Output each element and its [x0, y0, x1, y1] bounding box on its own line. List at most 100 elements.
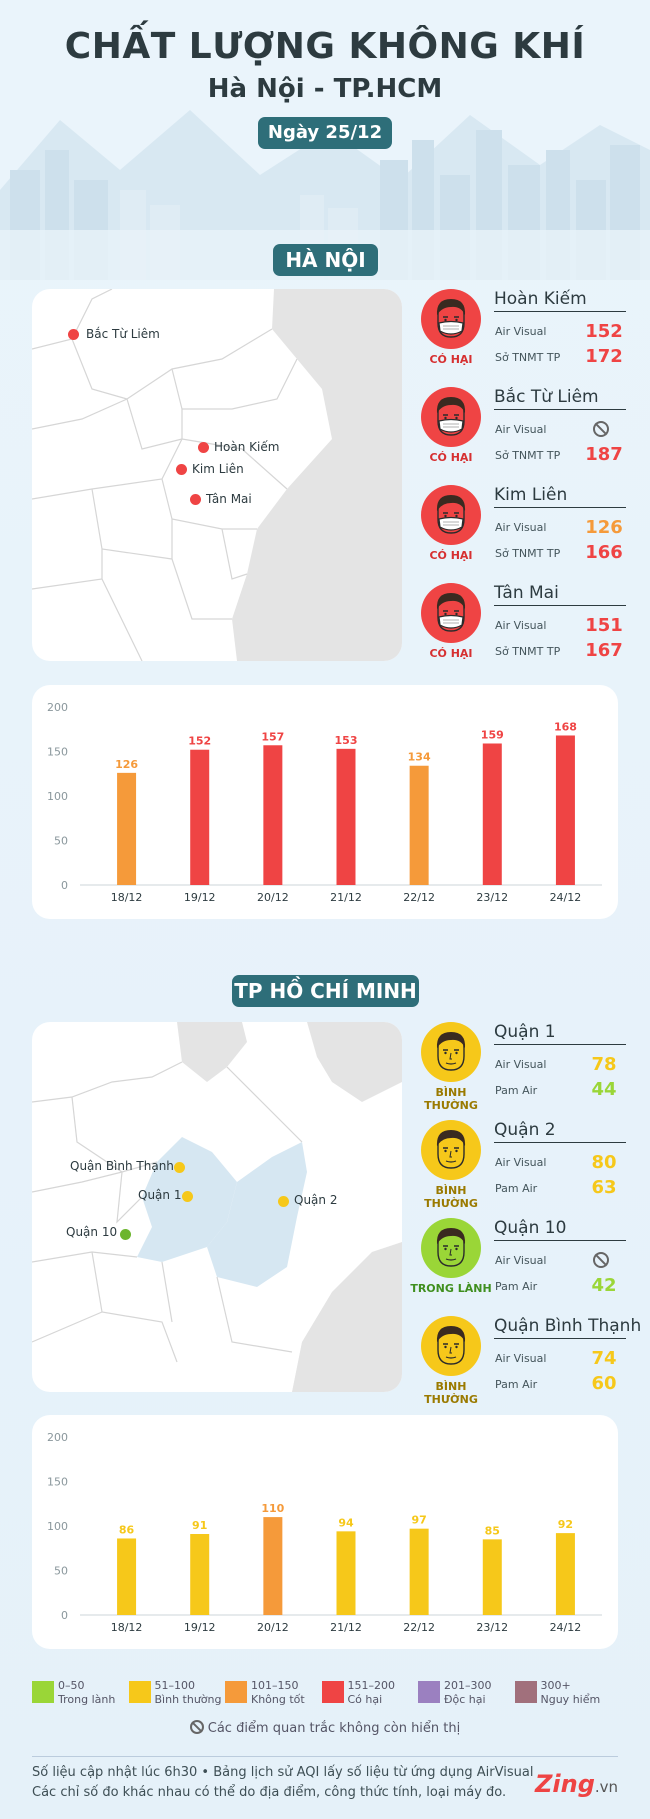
legend-swatch	[321, 1681, 344, 1703]
data-label: 97	[411, 1514, 426, 1527]
station-card: BÌNH THƯỜNG Quận Bình Thạnh Air Visual Pam …	[418, 1316, 641, 1412]
station-name: Bắc Từ Liêm	[494, 387, 626, 410]
brand-logo: Zing.vn	[535, 1770, 618, 1798]
footer-divider	[32, 1756, 618, 1757]
unhealthy-face-icon	[421, 289, 481, 349]
aqi-value: 187	[585, 444, 623, 465]
source-label: Air Visual	[495, 1156, 547, 1169]
x-tick-label: 18/12	[111, 891, 143, 904]
bar	[482, 743, 502, 885]
data-label: 159	[481, 728, 504, 741]
x-tick-label: 22/12	[403, 891, 435, 904]
map-label-tan-mai: Tân Mai	[206, 492, 252, 506]
map-marker[interactable]	[176, 464, 187, 475]
x-tick-label: 19/12	[184, 891, 216, 904]
x-tick-label: 22/12	[403, 1621, 435, 1634]
data-label: 92	[558, 1518, 573, 1531]
bar	[409, 765, 429, 885]
data-label: 157	[261, 730, 284, 743]
source-label: Sở TNMT TP	[495, 351, 561, 364]
bar	[336, 1531, 356, 1615]
data-label: 110	[261, 1502, 284, 1515]
aqi-value: 63	[591, 1177, 617, 1198]
map-marker[interactable]	[278, 1196, 289, 1207]
station-card: BÌNH THƯỜNG Quận 1 Air Visual Pam Air 78 44	[418, 1022, 628, 1118]
station-name: Quận 10	[494, 1218, 626, 1241]
data-label: 86	[119, 1523, 135, 1536]
hanoi-aqi-history-chart: 0 50 100 150 200 126 18/12 152 19/12 157 20/12 153 2…	[32, 685, 618, 919]
map-marker[interactable]	[68, 329, 79, 340]
brand-suffix: .vn	[594, 1778, 619, 1796]
map-label-kim-lien: Kim Liên	[192, 462, 244, 476]
map-marker[interactable]	[174, 1162, 185, 1173]
good-face-icon	[421, 1218, 481, 1278]
status-label: TRONG LÀNH	[410, 1282, 492, 1295]
status-label: CÓ HẠI	[429, 451, 473, 464]
y-tick-label: 200	[47, 1431, 68, 1444]
status-label: CÓ HẠI	[429, 549, 473, 562]
x-tick-label: 20/12	[257, 891, 289, 904]
footer-note-2: Các chỉ số đo khác nhau có thể do địa đi…	[32, 1785, 507, 1800]
aqi-value: 172	[585, 346, 623, 367]
data-label: 168	[554, 720, 577, 733]
x-tick-label: 24/12	[550, 1621, 582, 1634]
legend-note: Các điểm quan trắc không còn hiển thị	[0, 1720, 650, 1736]
moderate-face-icon	[421, 1316, 481, 1376]
aqi-value: 44	[591, 1079, 617, 1100]
source-label: Air Visual	[495, 1058, 547, 1071]
map-marker[interactable]	[120, 1229, 131, 1240]
source-label: Pam Air	[495, 1378, 538, 1391]
legend-name: Nguy hiểm	[540, 1693, 601, 1706]
bar	[409, 1528, 429, 1615]
hanoi-map-shapes	[32, 289, 402, 661]
data-label: 91	[192, 1519, 207, 1532]
y-tick-label: 100	[47, 1520, 68, 1533]
y-tick-label: 0	[61, 1609, 68, 1622]
x-tick-label: 20/12	[257, 1621, 289, 1634]
station-name: Kim Liên	[494, 485, 626, 508]
map-marker[interactable]	[182, 1191, 193, 1202]
station-card: BÌNH THƯỜNG Quận 2 Air Visual Pam Air 80 63	[418, 1120, 628, 1216]
source-label: Sở TNMT TP	[495, 547, 561, 560]
y-tick-label: 0	[61, 879, 68, 892]
source-label: Pam Air	[495, 1084, 538, 1097]
source-label: Sở TNMT TP	[495, 449, 561, 462]
not-available-icon	[593, 421, 609, 437]
map-label-quan-10: Quận 10	[66, 1225, 118, 1239]
y-tick-label: 50	[54, 1565, 68, 1578]
source-label: Air Visual	[495, 423, 547, 436]
bar	[190, 749, 210, 885]
legend-swatch	[32, 1681, 54, 1703]
unhealthy-face-icon	[421, 583, 481, 643]
source-label: Air Visual	[495, 619, 547, 632]
data-label: 153	[335, 734, 358, 747]
status-label: CÓ HẠI	[429, 647, 473, 660]
legend-range: 300+	[540, 1679, 571, 1692]
source-label: Air Visual	[495, 1254, 547, 1267]
map-marker[interactable]	[190, 494, 201, 505]
station-card: CÓ HẠI Bắc Từ Liêm Air Visual Sở TNMT TP 187	[418, 387, 628, 483]
unhealthy-face-icon	[421, 485, 481, 545]
x-tick-label: 19/12	[184, 1621, 216, 1634]
source-label: Pam Air	[495, 1280, 538, 1293]
station-name: Quận 1	[494, 1022, 626, 1045]
x-tick-label: 24/12	[550, 891, 582, 904]
hanoi-section-title: HÀ NỘI	[273, 244, 378, 276]
bar	[190, 1534, 210, 1615]
hcm-map: Quận Bình Thạnh Quận 1 Quận 2 Quận 10	[32, 1022, 402, 1392]
hanoi-map: Bắc Từ Liêm Hoàn Kiếm Kim Liên Tân Mai	[32, 289, 402, 661]
legend-name: Độc hại	[444, 1693, 486, 1706]
legend-swatch	[514, 1681, 537, 1703]
x-tick-label: 21/12	[330, 891, 362, 904]
bar	[482, 1539, 502, 1615]
aqi-value: 74	[591, 1348, 617, 1369]
x-tick-label: 21/12	[330, 1621, 362, 1634]
legend-range: 201–300	[444, 1679, 492, 1692]
unhealthy-face-icon	[421, 387, 481, 447]
map-marker[interactable]	[198, 442, 209, 453]
x-tick-label: 23/12	[476, 891, 508, 904]
source-label: Sở TNMT TP	[495, 645, 561, 658]
hcm-aqi-history-chart: 0 50 100 150 200 86 18/12 91 19/12 110 20/12 94 21/1…	[32, 1415, 618, 1649]
footer-note-1: Số liệu cập nhật lúc 6h30 • Bảng lịch sử…	[32, 1765, 534, 1780]
legend-range: 151–200	[347, 1679, 396, 1692]
